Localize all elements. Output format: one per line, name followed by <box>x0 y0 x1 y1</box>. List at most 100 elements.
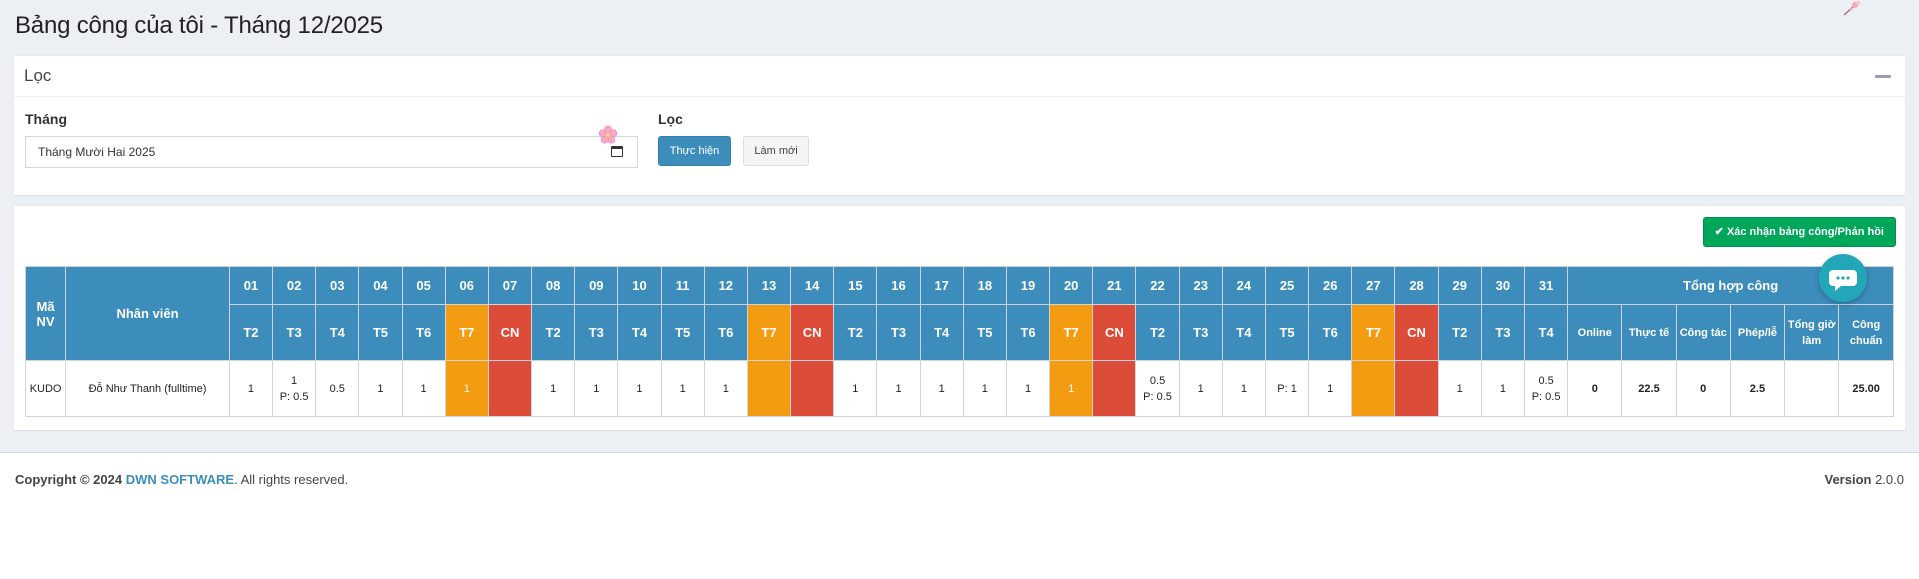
day-number-header: 11 <box>660 266 705 305</box>
weekday-header: T2 <box>228 304 274 361</box>
day-number-header: 07 <box>487 266 533 305</box>
day-cell[interactable]: 0.5 P: 0.5 <box>1523 360 1569 417</box>
calendar-icon[interactable] <box>611 146 623 157</box>
day-number-header: 23 <box>1178 266 1223 305</box>
day-cell[interactable]: 1 <box>531 360 576 417</box>
employee-code-cell: KUDO <box>24 360 67 417</box>
table-row: KUDO Đỗ Như Thanh (fulltime) 1 1 P: 0.5 0.5 1… <box>24 360 1894 417</box>
day-cell[interactable]: 1 <box>1308 360 1353 417</box>
day-cell[interactable] <box>487 360 533 417</box>
day-cell[interactable] <box>790 360 835 417</box>
day-number-header: 16 <box>876 266 921 305</box>
filter-action-label: Lọc <box>658 111 683 127</box>
weekday-header: T5 <box>1264 304 1310 361</box>
day-cell[interactable]: 1 <box>1480 360 1526 417</box>
weekday-header: T2 <box>833 304 878 361</box>
day-cell[interactable]: 1 <box>962 360 1007 417</box>
collapse-minus-icon[interactable] <box>1875 75 1891 78</box>
day-cell[interactable]: 1 <box>228 360 274 417</box>
day-number-header: 03 <box>315 266 360 305</box>
day-cell[interactable]: 1 <box>358 360 403 417</box>
weekday-header: CN <box>1092 304 1137 361</box>
copyright-prefix: Copyright © 2024 <box>15 472 123 487</box>
version-label: Version <box>1824 472 1872 487</box>
day-cell[interactable]: 1 <box>1221 360 1266 417</box>
day-number-header: 28 <box>1394 266 1439 305</box>
day-number-header: 06 <box>444 266 489 305</box>
day-number-header: 27 <box>1351 266 1396 305</box>
timesheet-panel: ✔ Xác nhận bảng công/Phản hồi Mã NV Nhân… <box>14 205 1905 430</box>
day-cell[interactable]: 1 <box>617 360 662 417</box>
weekday-header: T6 <box>401 304 446 361</box>
day-number-header: 31 <box>1523 266 1569 305</box>
day-cell[interactable]: 1 <box>876 360 921 417</box>
summary-cell: 22.5 <box>1621 360 1677 417</box>
day-cell[interactable]: 0.5 P: 0.5 <box>1135 360 1180 417</box>
day-cell[interactable]: P: 1 <box>1264 360 1310 417</box>
weekday-header: T3 <box>1480 304 1526 361</box>
confirm-timesheet-label: Xác nhận bảng công/Phản hồi <box>1726 226 1884 238</box>
day-cell[interactable]: 1 <box>1178 360 1223 417</box>
day-number-header: 29 <box>1437 266 1482 305</box>
weekday-header: T3 <box>1178 304 1223 361</box>
reset-filter-button[interactable]: Làm mới <box>743 136 809 166</box>
weekday-header: T7 <box>746 304 792 361</box>
weekday-header: T4 <box>315 304 360 361</box>
day-number-header: 19 <box>1005 266 1051 305</box>
weekday-header: T2 <box>1437 304 1482 361</box>
summary-col-header: Công tác <box>1675 304 1731 361</box>
weekday-header: T4 <box>1221 304 1266 361</box>
weekday-header: T4 <box>617 304 662 361</box>
day-cell[interactable]: 1 <box>919 360 964 417</box>
weekday-header: T5 <box>660 304 705 361</box>
day-number-header: 24 <box>1221 266 1266 305</box>
day-cell[interactable]: 1 <box>444 360 489 417</box>
confirm-timesheet-button[interactable]: ✔ Xác nhận bảng công/Phản hồi <box>1702 217 1896 247</box>
day-cell[interactable]: 1 <box>574 360 619 417</box>
run-filter-button[interactable]: Thực hiện <box>658 136 731 166</box>
day-number-header: 17 <box>919 266 964 305</box>
month-picker-input[interactable]: Tháng Mười Hai 2025 <box>25 136 638 168</box>
filter-panel: Lọc Tháng Lọc Tháng Mười Hai 2025 Thực h… <box>14 55 1905 195</box>
weekday-header: T7 <box>1351 304 1396 361</box>
day-cell[interactable]: 1 <box>1005 360 1051 417</box>
day-cell[interactable] <box>1351 360 1396 417</box>
day-cell[interactable]: 1 <box>833 360 878 417</box>
day-number-header: 05 <box>401 266 446 305</box>
weekday-header: T3 <box>574 304 619 361</box>
weekday-header: T4 <box>919 304 964 361</box>
summary-col-header: Công chuẩn <box>1838 304 1894 361</box>
day-cell[interactable] <box>1092 360 1137 417</box>
version: Version 2.0.0 <box>1824 472 1904 487</box>
day-number-header: 13 <box>746 266 792 305</box>
filter-title: Lọc <box>24 66 52 85</box>
day-number-header: 22 <box>1135 266 1180 305</box>
day-number-header: 20 <box>1049 266 1094 305</box>
day-number-header: 21 <box>1092 266 1137 305</box>
day-cell[interactable]: 1 <box>401 360 446 417</box>
summary-col-header: Phép/lễ <box>1729 304 1786 361</box>
day-cell[interactable]: 1 P: 0.5 <box>272 360 317 417</box>
employee-name-cell: Đỗ Như Thanh (fulltime) <box>65 360 230 417</box>
day-number-header: 10 <box>617 266 662 305</box>
summary-cell: 0 <box>1567 360 1623 417</box>
weekday-header: T5 <box>962 304 1007 361</box>
day-cell[interactable]: 1 <box>1437 360 1482 417</box>
day-cell[interactable] <box>1394 360 1439 417</box>
company-link[interactable]: DWN SOFTWARE <box>125 472 235 487</box>
day-cell[interactable]: 1 <box>703 360 748 417</box>
day-cell[interactable]: 1 <box>1049 360 1094 417</box>
copyright: Copyright © 2024 DWN SOFTWARE. All right… <box>15 472 348 487</box>
summary-cell <box>1784 360 1840 417</box>
day-cell[interactable] <box>746 360 792 417</box>
chat-button[interactable] <box>1819 254 1867 302</box>
weekday-header: T4 <box>1523 304 1569 361</box>
day-cell[interactable]: 0.5 <box>315 360 360 417</box>
day-number-header: 25 <box>1264 266 1310 305</box>
summary-cell: 25.00 <box>1838 360 1894 417</box>
day-number-header: 08 <box>531 266 576 305</box>
month-label: Tháng <box>25 111 67 127</box>
day-cell[interactable]: 1 <box>660 360 705 417</box>
weekday-header: T6 <box>1005 304 1051 361</box>
day-number-header: 18 <box>962 266 1007 305</box>
